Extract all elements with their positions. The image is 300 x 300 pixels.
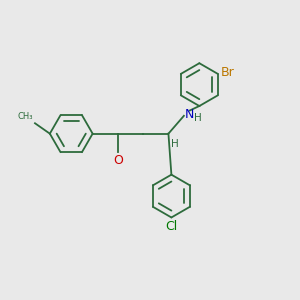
Text: N: N: [185, 108, 194, 121]
Text: H: H: [171, 139, 178, 149]
Text: O: O: [113, 154, 123, 167]
Text: CH₃: CH₃: [17, 112, 33, 121]
Text: H: H: [194, 113, 202, 123]
Text: Br: Br: [221, 66, 235, 79]
Text: Cl: Cl: [165, 220, 178, 233]
